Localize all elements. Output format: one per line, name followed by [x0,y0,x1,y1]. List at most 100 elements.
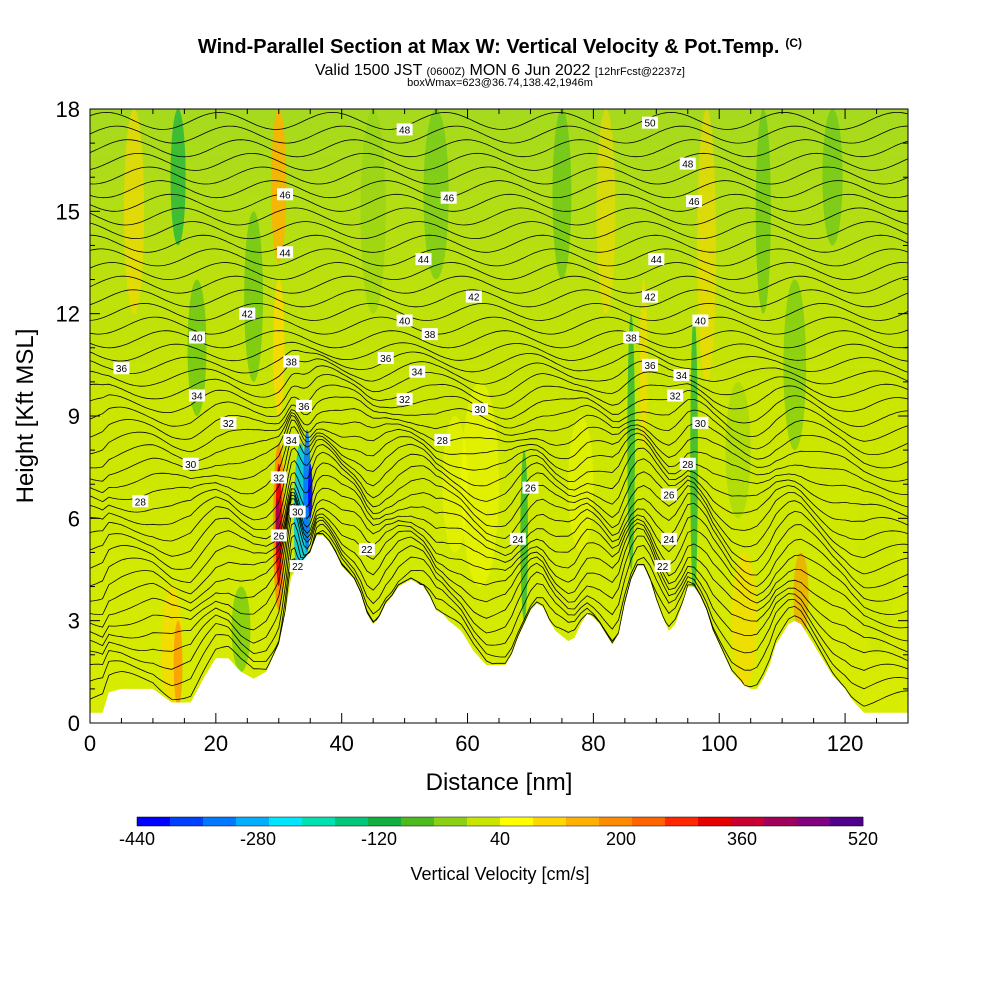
terrain-mask [90,535,908,723]
contour-label-text: 28 [135,497,147,508]
colorbar-swatch [401,817,435,826]
contour-label-text: 32 [273,473,285,484]
colorbar-swatch [137,817,171,826]
velocity-feature [725,381,751,519]
contour-label: 50 [642,116,659,130]
contour-label: 30 [692,416,709,430]
colorbar-swatch [467,817,501,826]
contour-label-bg [132,495,149,508]
contour-label: 22 [358,543,375,556]
theta-contour-line [90,462,908,559]
contour-label-bg [660,488,677,501]
contour-label: 36 [377,352,394,365]
theta-contour-line [90,341,908,362]
contour-label-bg [434,433,451,446]
theta-contour-line [90,180,908,199]
contour-label-text: 30 [695,419,707,430]
contour-label: 36 [113,362,130,375]
contour-label-bg [673,369,690,382]
contour-label-text: 38 [286,357,298,368]
colorbar-swatch [500,817,534,826]
colorbar-swatch [302,817,336,826]
contour-label-text: 26 [525,484,537,495]
theta-contour-line [90,358,908,387]
contour-label-text: 26 [273,531,285,542]
chart-title-text: Wind-Parallel Section at Max W: Vertical… [197,36,780,58]
contour-label-bg [396,314,413,327]
contour-label-bg [283,433,300,446]
chart-subtitle2: boxWmax=623@36.74,138.42,1946m [407,77,593,89]
contour-label-text: 48 [399,125,411,136]
theta-contour-line [90,248,908,267]
contour-label-text: 28 [437,436,449,447]
colorbar-swatch [203,817,237,826]
colorbar-tick-label: 40 [490,829,510,849]
x-tick-label: 80 [581,731,605,756]
colorbar: -440 -280 -120 40 200 360 520 [119,816,878,849]
contour-label-text: 50 [644,119,656,130]
colorbar-tick-label: -120 [361,829,397,849]
y-tick-label: 18 [56,97,80,122]
theta-contour-line [90,494,908,615]
contour-label-bg [660,532,677,545]
theta-contour-line [90,365,908,400]
velocity-feature [568,416,594,553]
contour-label: 24 [509,532,526,546]
contour-label-text: 38 [424,330,436,341]
contour-label: 40 [396,314,413,327]
contour-label: 34 [188,389,205,403]
contour-label-text: 26 [663,490,675,501]
contour-label: 34 [409,365,426,379]
contour-label: 32 [396,392,413,406]
velocity-feature [596,109,616,314]
velocity-feature [423,109,449,280]
contour-label-bg [289,505,306,518]
contour-label-text: 30 [292,508,304,519]
y-tick-label: 15 [56,199,80,224]
theta-contour-line [90,530,908,671]
contour-label: 34 [673,369,690,382]
contour-label-bg [270,529,287,542]
contour-label: 34 [283,433,300,447]
chart-title: Wind-Parallel Section at Max W: Vertical… [0,36,1000,59]
velocity-feature [273,279,285,416]
chart-subtitle: Valid 1500 JST (0600Z) MON 6 Jun 2022 [1… [0,62,1000,80]
contour-label-bg [396,392,413,405]
colorbar-tick-label: 520 [848,829,878,849]
theta-contour-line [90,419,908,496]
colorbar-tick-label: -440 [119,829,155,849]
contour-label-text: 40 [399,316,411,327]
contour-label-text: 36 [116,364,128,375]
x-tick-label: 20 [204,731,228,756]
contour-label-bg [239,307,256,320]
plot-area: 28 30 32 34 36 40 42 44 46 48 26 32 34 36 38 30 22 22 28 30… [90,109,908,723]
contour-label: 24 [660,532,677,546]
y-axis-label: Height [Kft MSL] [12,329,39,504]
contour-label-text: 44 [418,255,430,266]
contour-label-bg [440,191,457,204]
colorbar-swatch [434,817,468,826]
contour-label-text: 38 [626,334,638,345]
y-tick-label: 9 [68,404,80,429]
contour-label-text: 44 [279,248,291,259]
theta-contour-line [90,275,908,294]
theta-contour-line [90,302,908,321]
x-tick-label: 120 [827,731,864,756]
theta-contour-line [90,384,908,427]
velocity-feature [783,279,807,451]
theta-contour-line [90,234,908,253]
contour-label-text: 46 [279,190,291,201]
contour-label-bg [295,399,312,412]
contour-label: 28 [132,495,149,508]
contour-label: 32 [667,389,684,403]
theta-contour-line [90,193,908,212]
subtitle-main-b: MON 6 Jun 2022 [469,62,591,79]
colorbar-swatch [665,817,699,826]
theta-contour-line [90,522,908,662]
contour-label-text: 32 [399,395,411,406]
colorbar-swatch [698,817,732,826]
velocity-feature [170,109,186,246]
contour-label: 22 [654,560,671,573]
theta-contour-line [90,415,908,482]
